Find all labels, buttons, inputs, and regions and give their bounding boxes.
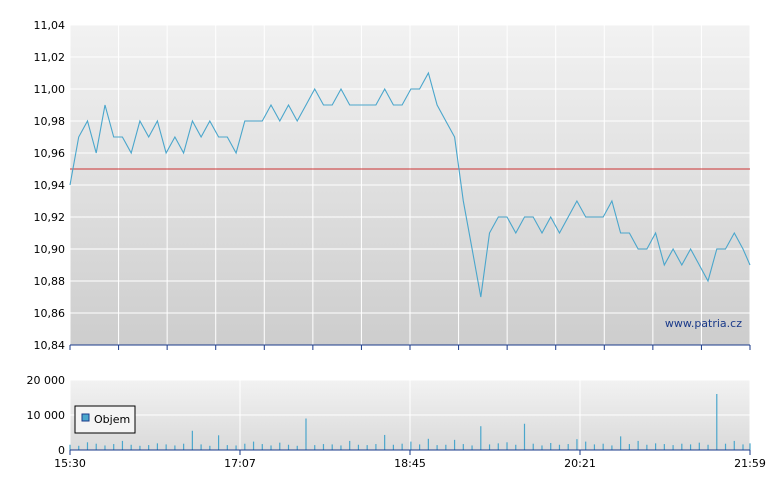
volume-y-tick-label: 0 <box>58 444 65 457</box>
price-y-tick-label: 10,84 <box>34 339 66 352</box>
volume-x-axis: 15:30 17:07 18:45 20:21 21:59 <box>54 450 766 470</box>
volume-x-tick-label: 21:59 <box>734 457 766 470</box>
price-panel: 11,04 11,02 11,00 10,98 10,96 10,94 10,92 10,90… <box>34 19 751 352</box>
price-y-tick-label: 10,98 <box>34 115 66 128</box>
price-line-series <box>69 71 751 298</box>
watermark-text: www.patria.cz <box>665 317 742 330</box>
volume-x-tick-label: 20:21 <box>564 457 596 470</box>
legend-swatch <box>81 413 90 422</box>
volume-legend: Objem <box>74 405 136 434</box>
volume-x-tick-label: 18:45 <box>394 457 426 470</box>
volume-x-tick-label: 17:07 <box>224 457 256 470</box>
volume-y-tick-label: 20 000 <box>27 374 66 387</box>
price-y-tick-label: 10,96 <box>34 147 66 160</box>
price-y-axis: 11,04 11,02 11,00 10,98 10,96 10,94 10,92 10,90… <box>34 19 66 352</box>
price-y-tick-label: 11,04 <box>34 19 66 32</box>
volume-x-tick-label: 15:30 <box>54 457 86 470</box>
volume-bars <box>69 394 751 450</box>
volume-y-axis: 20 000 10 000 0 <box>27 374 66 457</box>
price-y-tick-label: 10,92 <box>34 211 66 224</box>
price-y-tick-label: 11,02 <box>34 51 66 64</box>
price-y-tick-label: 10,86 <box>34 307 66 320</box>
legend-label: Objem <box>94 413 130 426</box>
price-y-tick-label: 10,90 <box>34 243 66 256</box>
price-x-tick-marks <box>69 345 751 350</box>
price-y-tick-label: 11,00 <box>34 83 66 96</box>
price-y-tick-label: 10,88 <box>34 275 66 288</box>
volume-y-tick-label: 10 000 <box>27 409 66 422</box>
price-y-tick-label: 10,94 <box>34 179 66 192</box>
